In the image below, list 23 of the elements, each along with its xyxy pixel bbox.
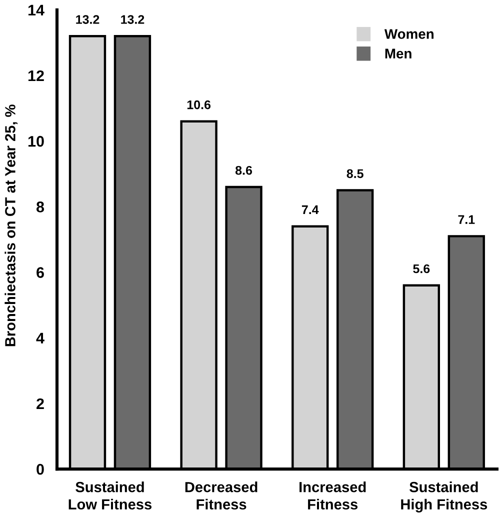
y-tick-label: 2 [36, 398, 44, 409]
y-tick-label: 8 [36, 202, 44, 212]
x-tick-label: Decreased Fitness [185, 482, 258, 510]
data-label: 7.1 [458, 215, 475, 224]
data-label: 8.6 [235, 166, 252, 175]
x-tick-label: Sustained Low Fitness [68, 482, 152, 510]
legend-label: Women [384, 29, 434, 39]
x-tick-label: Increased Fitness [300, 482, 366, 510]
y-tick-label: 14 [28, 4, 44, 16]
data-label: 13.2 [121, 15, 144, 24]
data-label: 5.6 [413, 264, 430, 274]
legend-label: Men [385, 48, 412, 58]
data-label: 13.2 [76, 15, 100, 24]
y-tick-label: 0 [36, 464, 44, 475]
x-tick-label: Sustained High Fitness [401, 482, 488, 512]
data-label: 8.5 [346, 169, 364, 178]
y-tick-label: 12 [28, 70, 44, 82]
y-axis-title: Bronchiectasis on CT at Year 25, % [4, 104, 18, 346]
y-tick-label: 10 [28, 136, 44, 147]
data-label: 7.4 [302, 205, 319, 214]
data-label: 10.6 [187, 100, 211, 110]
y-tick-label: 6 [36, 267, 44, 278]
y-tick-label: 4 [36, 332, 44, 344]
